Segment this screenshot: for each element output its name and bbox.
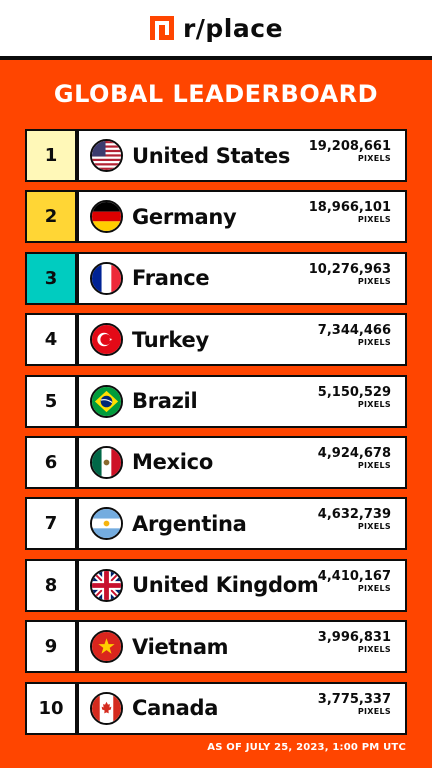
- leaderboard-row: 10 Canada 3,775,337 PIXELS: [25, 681, 407, 735]
- leaderboard-row: 4 Turkey 7,344,466 PIXELS: [25, 313, 407, 367]
- pixel-count: 10,276,963: [308, 261, 391, 277]
- rank-cell: 6: [27, 437, 77, 487]
- germany-flag-icon: [90, 200, 123, 234]
- france-flag-icon: [90, 261, 123, 295]
- leaderboard: 1 United States 19,208,661 PIXELS 2 Germany 1…: [25, 129, 407, 743]
- pixel-unit: PIXELS: [357, 154, 391, 163]
- pixel-unit: PIXELS: [357, 522, 391, 532]
- pixel-unit: PIXELS: [357, 460, 391, 470]
- canada-flag-icon: [90, 691, 123, 725]
- pixel-count: 4,632,739: [317, 507, 391, 523]
- rank-cell: 3: [27, 253, 77, 303]
- rplace-logo[interactable]: r/place: [149, 14, 283, 43]
- us-flag-icon: [90, 139, 123, 172]
- country-name: Canada: [132, 696, 219, 721]
- pixel-unit: PIXELS: [357, 399, 391, 409]
- pixel-unit: PIXELS: [357, 706, 391, 716]
- country-name: United States: [132, 143, 291, 168]
- pixel-count: 5,150,529: [317, 384, 391, 400]
- rank-cell: 5: [27, 376, 77, 426]
- leaderboard-row: 6 Mexico 4,924,678 PIXELS: [25, 435, 407, 489]
- country-name: Turkey: [132, 327, 209, 352]
- leaderboard-row: 7 Argentina 4,632,739 PIXELS: [25, 497, 407, 551]
- mexico-flag-icon: [90, 445, 123, 479]
- rplace-logo-icon: [149, 16, 174, 40]
- pixel-count: 4,924,678: [317, 445, 391, 461]
- vietnam-flag-icon: [90, 630, 123, 664]
- rank-cell: 1: [27, 131, 77, 180]
- pixel-count: 18,966,101: [308, 200, 391, 216]
- country-name: Argentina: [132, 511, 247, 536]
- pixel-unit: PIXELS: [357, 215, 391, 225]
- rank-cell: 10: [27, 683, 77, 733]
- pixel-count: 3,775,337: [317, 691, 391, 707]
- pixel-unit: PIXELS: [357, 645, 391, 655]
- rank-cell: 7: [27, 499, 77, 549]
- page-title: GLOBAL LEADERBOARD: [53, 80, 379, 108]
- country-name: Germany: [132, 204, 237, 229]
- logo-text: r/place: [182, 13, 284, 43]
- pixel-count: 3,996,831: [317, 630, 391, 646]
- country-name: France: [132, 266, 210, 291]
- rank-cell: 4: [27, 315, 77, 365]
- rank-cell: 8: [27, 560, 77, 610]
- rank-cell: 2: [27, 192, 77, 242]
- country-name: United Kingdom: [132, 573, 319, 598]
- leaderboard-row: 3 France 10,276,963 PIXELS: [25, 251, 407, 305]
- argentina-flag-icon: [90, 507, 123, 541]
- uk-flag-icon: [90, 568, 123, 602]
- country-name: Mexico: [132, 450, 213, 475]
- rank-cell: 9: [27, 622, 77, 672]
- timestamp-footer: AS OF JULY 25, 2023, 1:00 PM UTC: [207, 742, 406, 753]
- leaderboard-row: 2 Germany 18,966,101 PIXELS: [25, 190, 407, 244]
- leaderboard-row: 8 United Kingdom 4,410,167 PIXELS: [25, 558, 407, 612]
- pixel-unit: PIXELS: [357, 276, 391, 286]
- pixel-unit: PIXELS: [357, 583, 391, 593]
- country-name: Brazil: [132, 389, 198, 414]
- leaderboard-row: 9 Vietnam 3,996,831 PIXELS: [25, 620, 407, 674]
- pixel-count: 19,208,661: [308, 139, 391, 154]
- pixel-count: 7,344,466: [317, 323, 391, 339]
- pixel-unit: PIXELS: [357, 338, 391, 348]
- leaderboard-row: 5 Brazil 5,150,529 PIXELS: [25, 374, 407, 428]
- brazil-flag-icon: [90, 384, 123, 418]
- leaderboard-row: 1 United States 19,208,661 PIXELS: [25, 129, 407, 182]
- country-name: Vietnam: [132, 634, 229, 659]
- header-bar: r/place: [0, 0, 432, 60]
- turkey-flag-icon: [90, 323, 123, 357]
- pixel-count: 4,410,167: [317, 568, 391, 584]
